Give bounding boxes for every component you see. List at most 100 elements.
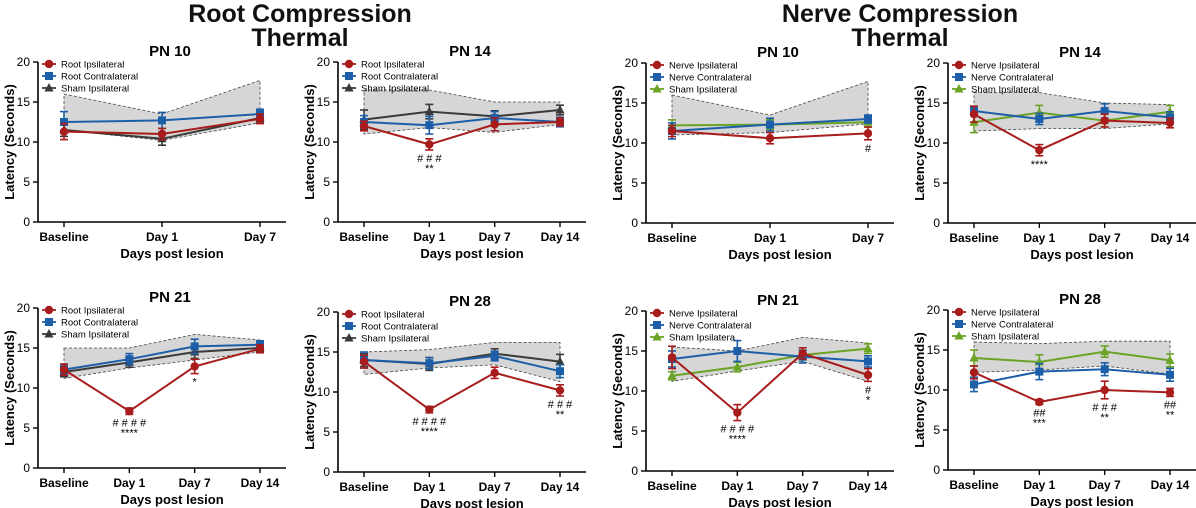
legend-label: Sham Ipsilateral (61, 84, 129, 95)
chart-title: PN 21 (757, 292, 799, 309)
legend-marker (45, 72, 53, 80)
chart-title: PN 14 (449, 43, 491, 60)
x-tick-label: Day 1 (113, 476, 145, 490)
legend-label: Root Ipsilateral (361, 60, 424, 71)
chart-title: PN 21 (149, 289, 191, 306)
significance-marker: ## (1033, 407, 1046, 419)
data-point (1035, 367, 1044, 376)
y-axis-label: Latency (Seconds) (912, 85, 927, 201)
legend-marker (954, 60, 964, 70)
data-point (863, 129, 873, 138)
legend-marker (954, 331, 964, 340)
x-tick-label: Day 7 (1089, 478, 1121, 492)
data-point (970, 380, 978, 389)
chart-title: PN 10 (149, 43, 191, 60)
data-point (425, 121, 434, 130)
y-tick-label: 15 (625, 96, 639, 110)
legend-marker (344, 333, 354, 342)
data-point (425, 359, 434, 368)
data-point (60, 118, 68, 126)
data-point (490, 352, 499, 360)
root-compression-title: Root Compression Thermal (120, 2, 480, 51)
y-tick-label: 10 (625, 136, 639, 150)
legend-marker (44, 305, 54, 315)
data-point (490, 120, 499, 129)
significance-marker: # (865, 143, 872, 155)
data-point (1035, 146, 1044, 155)
x-tick-label: Day 1 (413, 230, 445, 244)
significance-marker: # # # (548, 399, 573, 411)
data-point (190, 342, 199, 351)
y-tick-label: 20 (17, 55, 31, 69)
series-line (363, 360, 561, 411)
series-line (363, 121, 561, 146)
y-tick-label: 0 (631, 216, 638, 230)
y-tick-label: 0 (933, 463, 940, 477)
data-point (1100, 385, 1109, 395)
y-tick-label: 5 (933, 176, 940, 190)
x-tick-label: Day 14 (541, 480, 580, 494)
series-root-ipsilateral (59, 343, 265, 416)
legend-label: Nerve Ipsilateral (669, 61, 738, 72)
legend-label: Sham Ipsilateral (669, 85, 737, 96)
y-tick-label: 5 (631, 424, 638, 438)
data-point (125, 407, 134, 416)
series-line (63, 347, 261, 373)
y-tick-label: 20 (927, 56, 941, 70)
legend-label: Sham Ipsilateral (61, 330, 129, 341)
series-line (63, 343, 261, 371)
data-point (425, 405, 434, 414)
y-tick-label: 0 (933, 216, 940, 230)
x-tick-label: Day 7 (479, 230, 511, 244)
x-tick-label: Day 14 (541, 230, 580, 244)
y-tick-label: 15 (927, 96, 941, 110)
legend-marker (955, 73, 963, 81)
chart-root-pn14: PN 14 0 5 10 15 20 Baseline Day 1 Day 7 Day 14 Day… (302, 43, 586, 261)
x-tick-label: Baseline (949, 478, 999, 492)
y-axis-label: Latency (Seconds) (302, 84, 317, 200)
legend-marker (345, 322, 353, 330)
legend-marker (344, 59, 354, 69)
data-point (555, 386, 565, 395)
data-point (864, 115, 872, 123)
y-tick-label: 15 (17, 341, 31, 355)
x-tick-label: Day 1 (1023, 231, 1055, 245)
series-line (973, 371, 1171, 404)
legend-marker (653, 73, 661, 81)
data-point (765, 134, 775, 143)
y-tick-label: 0 (323, 465, 330, 479)
y-tick-label: 10 (625, 384, 639, 398)
chart-root-pn10: PN 10 0 5 10 15 20 Baseline Day 1 Day 7 Days post… (2, 43, 286, 261)
y-tick-label: 10 (17, 381, 31, 395)
x-axis-label: Days post lesion (1030, 494, 1133, 508)
chart-title: PN 10 (757, 44, 799, 61)
data-point (766, 120, 774, 129)
legend-label: Root Contralateral (61, 318, 138, 329)
legend-marker (345, 72, 353, 80)
x-tick-label: Day 7 (244, 230, 276, 244)
x-tick-label: Day 14 (1151, 478, 1190, 492)
x-axis-label: Days post lesion (728, 495, 831, 508)
series-root-ipsilateral (359, 354, 565, 414)
data-point (1165, 388, 1175, 397)
x-tick-label: Baseline (39, 476, 89, 490)
series-nerve-contralateral (970, 361, 1174, 393)
data-point (59, 365, 69, 374)
nerve-title-line2: Thermal (851, 24, 949, 52)
legend-label: Sham Ipsilateral (361, 84, 429, 95)
chart-title: PN 14 (1059, 44, 1101, 61)
series-line (363, 354, 561, 373)
legend-marker (954, 84, 964, 93)
significance-marker: *** (1033, 417, 1047, 429)
data-point (1035, 115, 1044, 123)
x-tick-label: Day 1 (146, 230, 178, 244)
data-point (359, 357, 369, 366)
series-line (63, 347, 261, 413)
data-point (798, 349, 807, 358)
data-point (864, 357, 872, 366)
legend-label: Sham Ipsilatera (669, 333, 736, 344)
y-tick-label: 5 (323, 425, 330, 439)
legend-marker (652, 332, 662, 341)
series-nerve-ipsilateral (969, 105, 1175, 157)
chart-nerve-pn21: PN 21 0 5 10 15 20 Baseline Day 1 Day 7 Day 14 Day… (610, 292, 894, 508)
